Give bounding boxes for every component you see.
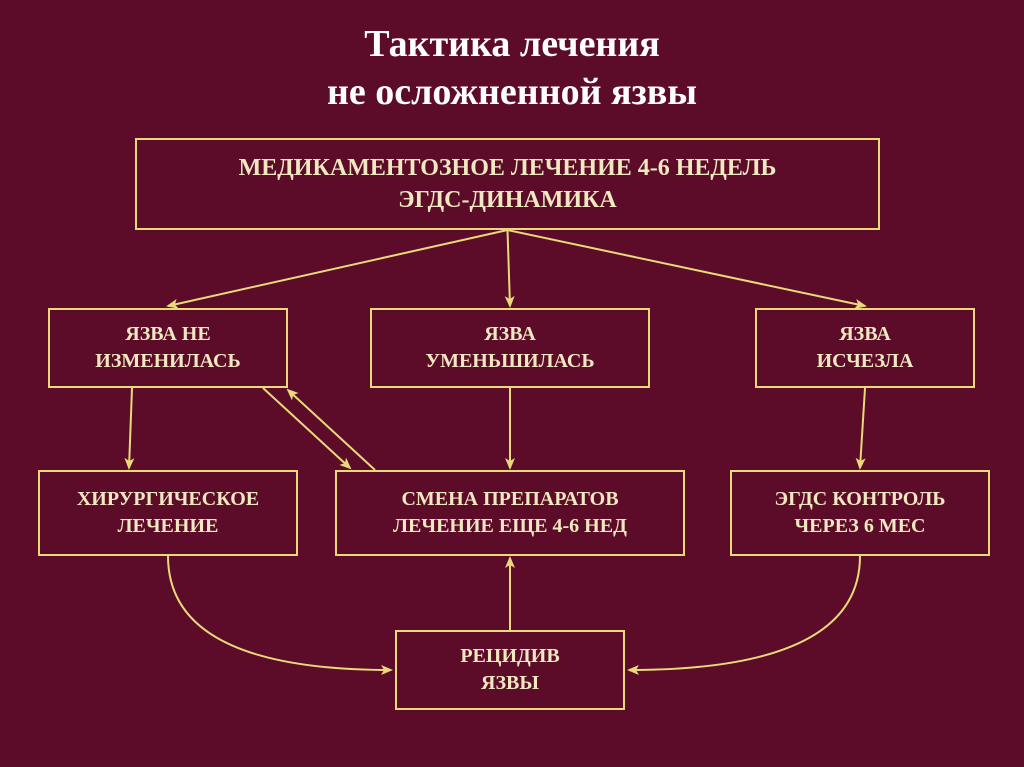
node-surgery: ХИРУРГИЧЕСКОЕ ЛЕЧЕНИЕ bbox=[38, 470, 298, 556]
node-decreased: ЯЗВА УМЕНЬШИЛАСЬ bbox=[370, 308, 650, 388]
title-line1: Тактика лечения bbox=[0, 22, 1024, 66]
node-change-meds-line2: ЛЕЧЕНИЕ ЕЩЕ 4-6 НЕД bbox=[393, 513, 627, 540]
node-disappeared-line2: ИСЧЕЗЛА bbox=[817, 348, 914, 375]
node-decreased-line1: ЯЗВА bbox=[484, 321, 536, 348]
node-egds-control-line1: ЭГДС КОНТРОЛЬ bbox=[775, 486, 946, 513]
node-recurrence: РЕЦИДИВ ЯЗВЫ bbox=[395, 630, 625, 710]
node-no-change-line2: ИЗМЕНИЛАСЬ bbox=[95, 348, 240, 375]
node-surgery-line2: ЛЕЧЕНИЕ bbox=[118, 513, 219, 540]
node-egds-control: ЭГДС КОНТРОЛЬ ЧЕРЕЗ 6 МЕС bbox=[730, 470, 990, 556]
node-no-change: ЯЗВА НЕ ИЗМЕНИЛАСЬ bbox=[48, 308, 288, 388]
node-change-meds-line1: СМЕНА ПРЕПАРАТОВ bbox=[401, 486, 618, 513]
node-recurrence-line2: ЯЗВЫ bbox=[481, 670, 539, 697]
node-disappeared-line1: ЯЗВА bbox=[839, 321, 891, 348]
node-recurrence-line1: РЕЦИДИВ bbox=[460, 643, 559, 670]
title-line2: не осложненной язвы bbox=[0, 70, 1024, 114]
node-decreased-line2: УМЕНЬШИЛАСЬ bbox=[425, 348, 594, 375]
node-disappeared: ЯЗВА ИСЧЕЗЛА bbox=[755, 308, 975, 388]
node-top-line1: МЕДИКАМЕНТОЗНОЕ ЛЕЧЕНИЕ 4-6 НЕДЕЛЬ bbox=[239, 152, 777, 184]
node-no-change-line1: ЯЗВА НЕ bbox=[125, 321, 210, 348]
node-top: МЕДИКАМЕНТОЗНОЕ ЛЕЧЕНИЕ 4-6 НЕДЕЛЬ ЭГДС-… bbox=[135, 138, 880, 230]
node-surgery-line1: ХИРУРГИЧЕСКОЕ bbox=[77, 486, 259, 513]
node-change-meds: СМЕНА ПРЕПАРАТОВ ЛЕЧЕНИЕ ЕЩЕ 4-6 НЕД bbox=[335, 470, 685, 556]
node-top-line2: ЭГДС-ДИНАМИКА bbox=[398, 184, 617, 216]
node-egds-control-line2: ЧЕРЕЗ 6 МЕС bbox=[794, 513, 925, 540]
